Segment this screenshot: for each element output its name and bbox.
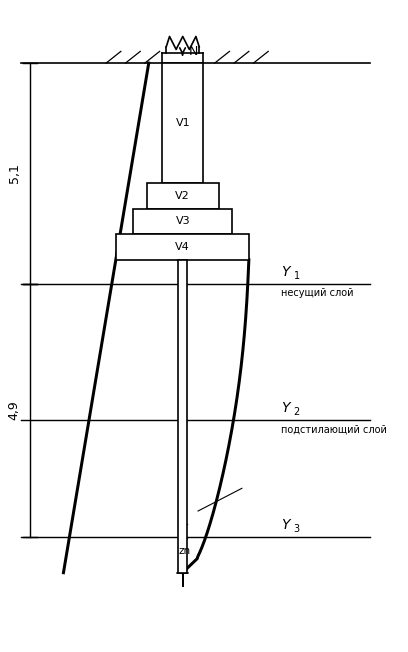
Bar <box>162 63 203 183</box>
Text: V4: V4 <box>175 242 190 252</box>
Bar <box>178 259 187 572</box>
Text: 5,1: 5,1 <box>8 164 21 183</box>
Bar <box>133 209 232 234</box>
Bar <box>147 183 219 209</box>
Bar <box>116 234 249 259</box>
Text: 3: 3 <box>293 524 299 534</box>
Text: несущий слой: несущий слой <box>281 288 353 298</box>
Text: Y: Y <box>281 401 289 415</box>
Text: 4,9: 4,9 <box>8 400 21 421</box>
Text: подстилающий слой: подстилающий слой <box>281 424 386 434</box>
Text: V1: V1 <box>175 118 190 128</box>
Text: V3: V3 <box>175 216 190 226</box>
Text: Y: Y <box>281 265 289 278</box>
Text: V2: V2 <box>175 191 190 201</box>
Text: 1: 1 <box>293 271 299 280</box>
Text: zn: zn <box>178 546 191 556</box>
Text: N: N <box>188 45 198 58</box>
Text: 2: 2 <box>293 407 300 417</box>
Text: Y: Y <box>281 518 289 532</box>
